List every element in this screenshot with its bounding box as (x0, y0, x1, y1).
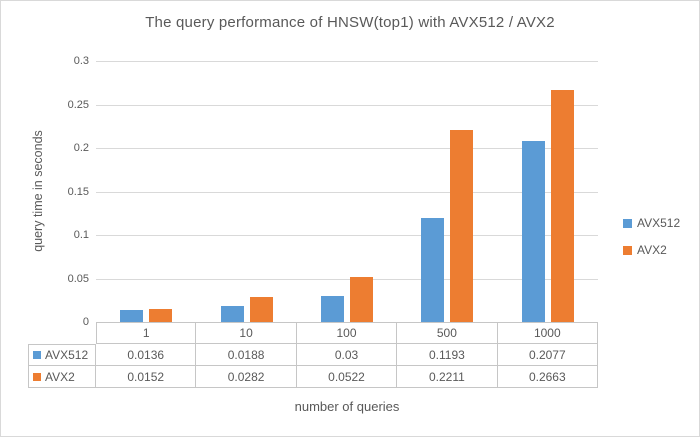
bar-avx512-1 (120, 310, 144, 322)
series-key-icon (33, 372, 41, 381)
gridline (96, 104, 598, 106)
table-value-cell: 0.2663 (497, 366, 598, 388)
series-key-icon (33, 351, 41, 359)
gridline (96, 61, 598, 62)
gridline (96, 235, 598, 236)
table-category-header: 100 (296, 322, 398, 344)
chart-title: The query performance of HNSW(top1) with… (145, 14, 555, 31)
x-axis-title: number of queries (294, 399, 400, 414)
bar-avx512-500 (421, 218, 445, 322)
data-table: 1 10 100 500 1000 AVX512 0.0136 0.0188 0.03 0.119… (28, 322, 598, 388)
legend-swatch-icon (623, 245, 632, 255)
table-value-cell: 0.0136 (96, 344, 197, 366)
bar-avx512-1000 (521, 141, 545, 322)
table-value-cell: 0.2211 (397, 366, 498, 388)
y-tick-label: 0.1 (73, 229, 89, 241)
table-category-header: 1000 (497, 322, 598, 344)
plot-area (96, 61, 598, 322)
table-value-cell: 0.0152 (96, 366, 197, 388)
gridline (96, 148, 598, 149)
y-tick-label: 0.15 (67, 185, 89, 198)
table-row-header-avx512: AVX512 (28, 344, 96, 366)
table-value-cell: 0.0188 (196, 344, 297, 366)
legend-label: AVX2 (637, 243, 667, 257)
legend-item-avx2: AVX2 (623, 243, 667, 257)
gridline (96, 191, 598, 193)
table-value-cell: 0.03 (296, 344, 398, 366)
bar-avx2-100 (350, 276, 373, 322)
y-tick-label: 0.25 (67, 98, 89, 111)
table-row-header-avx2: AVX2 (28, 366, 96, 388)
bar-avx2-1 (149, 308, 173, 322)
table-value-cell: 0.0282 (196, 366, 297, 388)
legend-label: AVX512 (637, 216, 681, 230)
table-category-header: 10 (196, 322, 297, 344)
bar-avx2-10 (249, 297, 273, 322)
table-value-cell: 0.0522 (296, 366, 398, 388)
y-tick-label: 0.3 (73, 55, 89, 67)
bar-avx512-100 (321, 295, 344, 322)
legend-swatch-icon (623, 218, 632, 228)
table-value-cell: 0.2077 (497, 344, 598, 366)
bar-avx2-1000 (550, 90, 574, 322)
y-tick-label: 0.05 (67, 272, 89, 285)
table-value-cell: 0.1193 (397, 344, 498, 366)
table-category-header: 500 (397, 322, 498, 344)
table-row-label: AVX2 (45, 369, 75, 384)
legend-item-avx512: AVX512 (623, 216, 680, 230)
y-tick-label: 0.2 (73, 142, 89, 154)
table-category-header: 1 (96, 322, 197, 344)
table-row-label: AVX512 (45, 348, 89, 362)
gridline (96, 278, 598, 280)
y-tick-label: 0 (82, 316, 89, 328)
table-corner-cell (28, 322, 96, 344)
bar-avx2-500 (450, 129, 474, 322)
bar-avx512-10 (220, 305, 244, 322)
